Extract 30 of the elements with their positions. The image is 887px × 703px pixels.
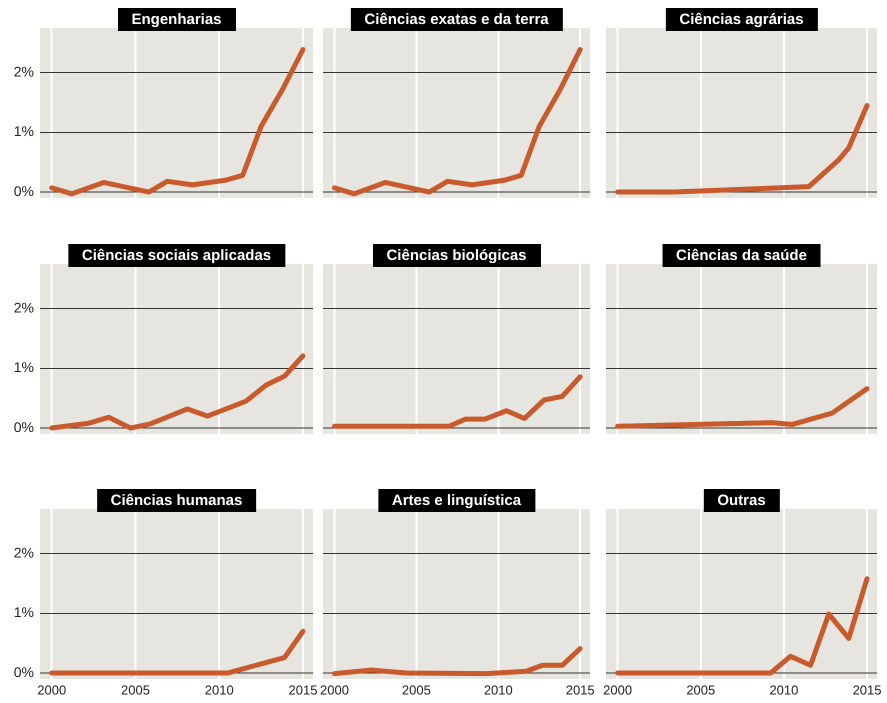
- x-tick-label: 2005: [686, 682, 716, 698]
- y-tick-label: 0%: [14, 664, 34, 680]
- y-tick-label: 0%: [14, 182, 34, 199]
- x-tick-label: 2000: [320, 682, 349, 698]
- x-tick-label: 2005: [121, 682, 150, 698]
- y-tick-label: 1%: [14, 359, 34, 376]
- y-tick-label: 2%: [14, 300, 34, 316]
- chart-title: Ciências humanas: [96, 489, 256, 512]
- chart-title: Engenharias: [117, 8, 236, 31]
- chart-title: Ciências agrárias: [665, 8, 818, 31]
- chart-title: Outras: [703, 489, 780, 512]
- chart-title: Ciências sociais aplicadas: [68, 244, 286, 267]
- x-tick-label: 2000: [37, 682, 66, 698]
- y-tick-label: 2%: [14, 64, 34, 80]
- y-tick-label: 1%: [14, 123, 34, 140]
- chart-title: Artes e linguística: [378, 489, 536, 512]
- x-tick-label: 2005: [402, 682, 431, 698]
- x-tick-label: 2000: [603, 682, 632, 698]
- y-tick-label: 2%: [14, 544, 34, 561]
- x-tick-label: 2015: [852, 682, 882, 698]
- chart-title: Ciências da saúde: [662, 244, 821, 267]
- y-tick-label: 1%: [14, 604, 34, 620]
- x-tick-label: 2010: [769, 682, 798, 698]
- x-tick-label: 2010: [204, 682, 234, 698]
- chart-title: Ciências biológicas: [372, 244, 541, 267]
- x-tick-label: 2015: [566, 682, 595, 698]
- x-tick-label: 2010: [484, 682, 513, 698]
- y-tick-label: 0%: [14, 418, 34, 435]
- chart-title: Ciências exatas e da terra: [350, 8, 563, 31]
- x-tick-label: 2015: [288, 682, 318, 698]
